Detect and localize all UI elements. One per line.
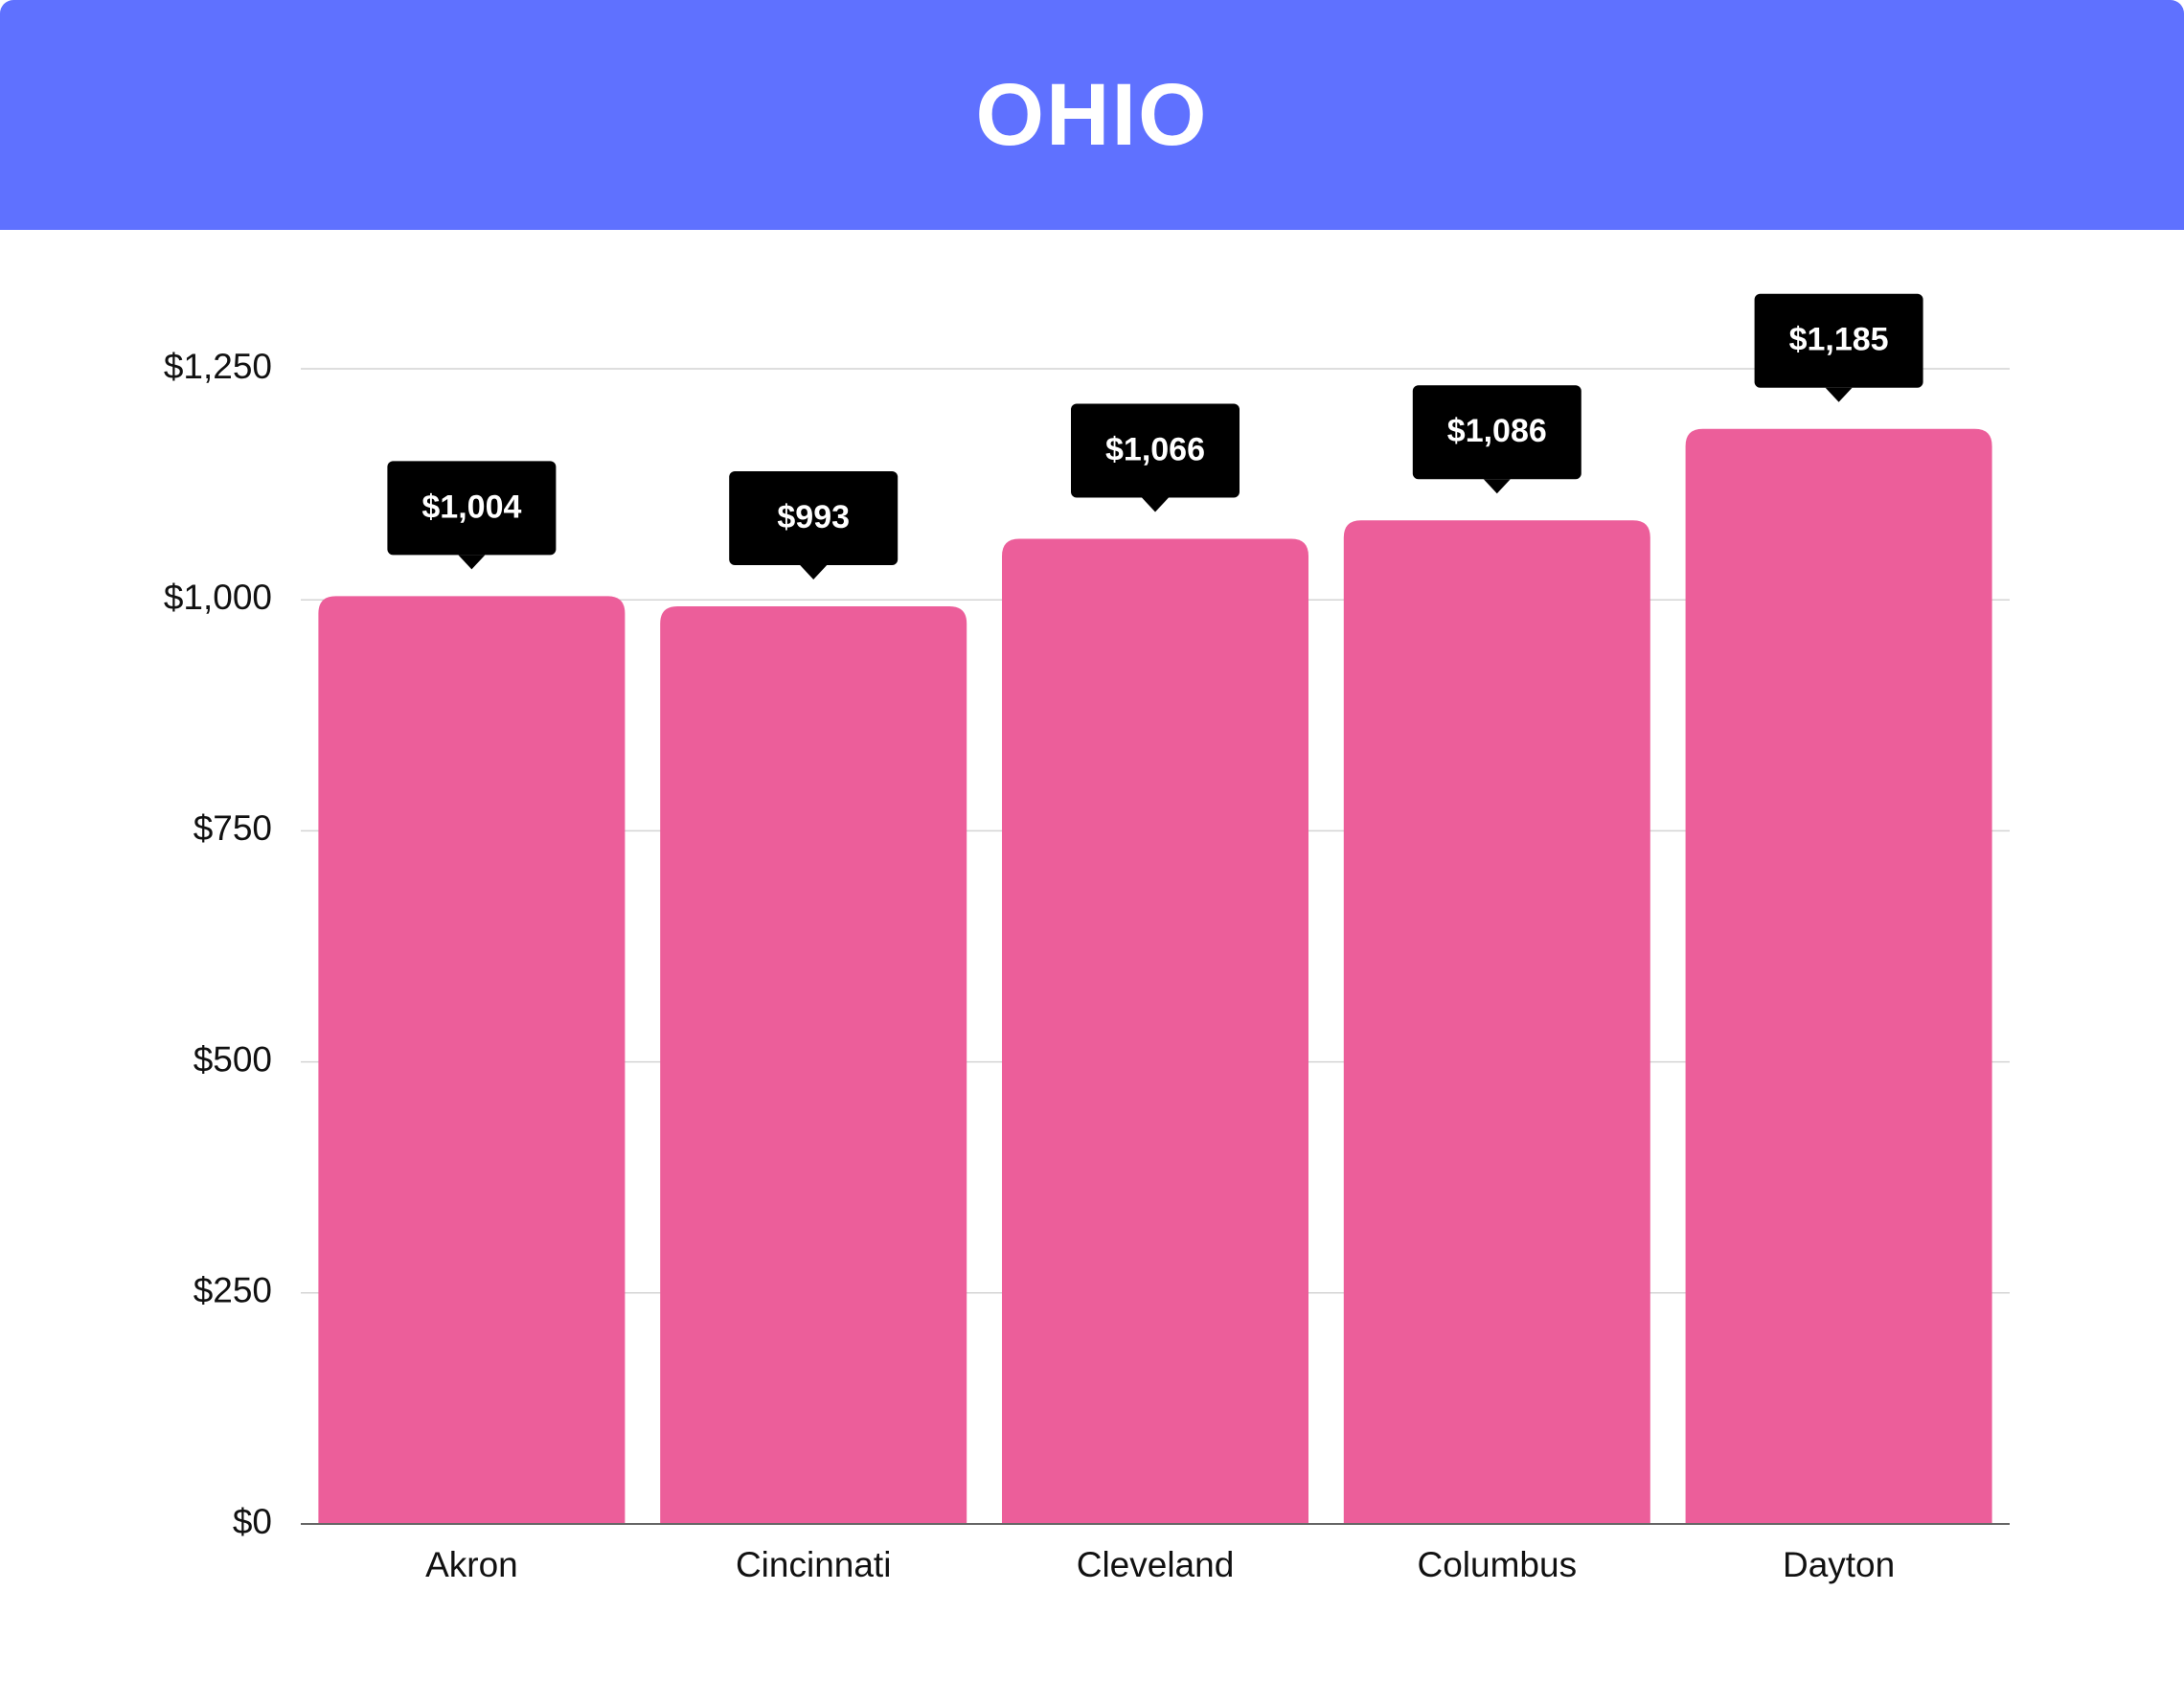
data-label: $1,004 bbox=[421, 489, 521, 525]
bar-dayton bbox=[1685, 428, 1992, 1524]
data-label: $1,185 bbox=[1789, 322, 1889, 358]
bar-cincinnati bbox=[660, 605, 967, 1524]
y-tick-label: $0 bbox=[233, 1502, 272, 1541]
data-label-pointer bbox=[1142, 497, 1169, 512]
data-label-box bbox=[1071, 403, 1240, 498]
data-label-box bbox=[1412, 385, 1581, 480]
data-label-box bbox=[729, 470, 899, 565]
bars bbox=[318, 428, 1992, 1524]
x-tick-label: Cincinnati bbox=[736, 1545, 891, 1584]
data-label-callout: $1,086 bbox=[1412, 385, 1581, 494]
data-label-pointer bbox=[1825, 387, 1853, 402]
x-axis-labels: Akron Cincinnati Cleveland Columbus Dayton bbox=[425, 1545, 1895, 1584]
data-label-pointer bbox=[1483, 479, 1511, 494]
y-tick-label: $500 bbox=[193, 1039, 272, 1079]
y-tick-label: $1,000 bbox=[164, 578, 272, 617]
bar-akron bbox=[318, 596, 626, 1524]
data-label-callout: $993 bbox=[729, 470, 899, 580]
x-tick-label: Dayton bbox=[1783, 1545, 1895, 1584]
x-tick-label: Cleveland bbox=[1077, 1545, 1235, 1584]
data-label-box bbox=[387, 461, 557, 556]
x-tick-label: Akron bbox=[425, 1545, 518, 1584]
bar-columbus bbox=[1343, 520, 1650, 1524]
y-tick-label: $750 bbox=[193, 808, 272, 848]
header-banner: OHIO bbox=[0, 0, 2184, 230]
data-label-pointer bbox=[458, 555, 486, 570]
bar-cleveland bbox=[1002, 538, 1308, 1524]
data-label: $993 bbox=[777, 499, 850, 535]
data-label-callout: $1,066 bbox=[1071, 403, 1240, 512]
data-labels: $1,004 $993 $1,066 $1,086 $1,185 bbox=[387, 293, 1923, 580]
data-label-callout: $1,185 bbox=[1754, 293, 1923, 402]
y-axis-ticks: $0 $250 $500 $750 $1,000 $1,250 bbox=[164, 347, 272, 1541]
data-label-pointer bbox=[800, 564, 828, 580]
data-label: $1,086 bbox=[1447, 413, 1547, 449]
data-label-callout: $1,004 bbox=[387, 461, 557, 570]
data-label: $1,066 bbox=[1105, 432, 1205, 468]
data-label-box bbox=[1754, 293, 1923, 388]
y-tick-label: $1,250 bbox=[164, 347, 272, 386]
page-title: OHIO bbox=[975, 65, 1209, 164]
x-tick-label: Columbus bbox=[1418, 1545, 1578, 1584]
y-tick-label: $250 bbox=[193, 1271, 272, 1310]
